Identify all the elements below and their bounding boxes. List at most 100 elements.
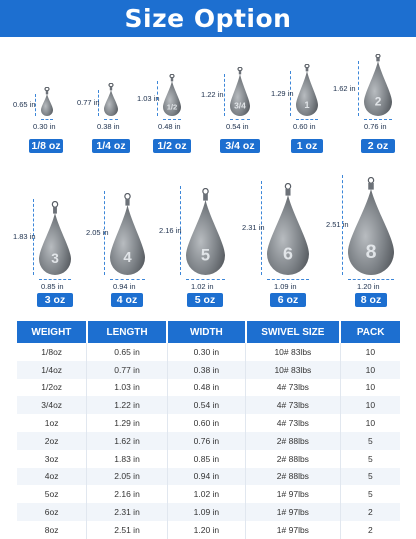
table-cell: 4# 73lbs (245, 414, 341, 432)
width-dimension-line (267, 279, 309, 280)
height-dimension-line (358, 61, 359, 116)
weight-tag: 1/8 oz (29, 139, 63, 153)
width-dimension-line (163, 119, 181, 120)
width-label: 0.54 in (226, 122, 249, 131)
table-cell: 1.02 in (167, 485, 247, 504)
height-label: 2.05 in (86, 228, 109, 237)
table-cell: 1.20 in (167, 520, 247, 539)
width-label: 1.02 in (191, 282, 214, 291)
height-label: 0.65 in (13, 100, 36, 109)
svg-text:2: 2 (375, 95, 382, 109)
table-cell: 2# 88lbs (245, 467, 341, 486)
height-dimension-line (179, 186, 181, 275)
weight-tag: 6 oz (270, 293, 306, 307)
table-cell: 0.38 in (167, 360, 247, 379)
table-cell: 6oz (17, 503, 88, 521)
width-dimension-line (230, 119, 250, 120)
weight-tag: 3 oz (37, 293, 73, 307)
height-label: 1.83 in (13, 232, 36, 241)
table-cell: 0.54 in (167, 396, 247, 415)
sinker-image (39, 86, 55, 121)
weight-tag: 4 oz (111, 293, 143, 307)
width-label: 0.60 in (293, 122, 316, 131)
weight-tag: 3/4 oz (220, 139, 260, 153)
width-label: 0.76 in (364, 122, 387, 131)
table-cell: 2.31 in (86, 503, 168, 521)
table-row: 1/2oz 1.03 in 0.48 in 4# 73lbs 10 (17, 378, 400, 397)
height-dimension-line (261, 181, 262, 275)
spec-table: WEIGHT LENGTH WIDTH SWIVEL SIZE PACK 1/8oz 0.… (17, 321, 400, 539)
svg-text:5: 5 (200, 245, 209, 264)
height-label: 2.31 in (242, 223, 265, 232)
height-dimension-line (35, 94, 36, 116)
table-cell: 1/4oz (17, 360, 88, 379)
svg-text:3: 3 (51, 251, 59, 266)
table-cell: 1.09 in (167, 503, 247, 521)
height-label: 1.22 in (201, 90, 224, 99)
height-dimension-line (224, 74, 225, 116)
width-dimension-line (104, 119, 118, 120)
svg-text:8: 8 (366, 241, 377, 263)
column-header-width: WIDTH (167, 321, 247, 343)
sinker-image (102, 82, 120, 121)
table-cell: 2 (340, 503, 400, 521)
table-cell: 5 (340, 467, 400, 486)
sinker-image: 1/2 (161, 73, 183, 121)
table-cell: 0.60 in (167, 414, 247, 432)
table-cell: 2# 88lbs (245, 431, 341, 450)
table-cell: 0.76 in (167, 431, 247, 450)
table-cell: 5oz (17, 485, 88, 504)
weight-tag: 2 oz (361, 139, 395, 153)
svg-text:1: 1 (304, 100, 309, 110)
table-cell: 5 (368, 489, 373, 500)
weight-tag: 1/4 oz (92, 139, 130, 153)
weight-tag: 5 oz (187, 293, 223, 307)
table-row: 8oz 2.51 in 1.20 in 1# 97lbs 2 (17, 520, 400, 539)
table-cell: 10 (365, 346, 376, 357)
column-header-length: LENGTH (86, 321, 169, 343)
table-cell: 0.77 in (86, 360, 168, 379)
sinker-image: 3/4 (228, 66, 252, 121)
height-dimension-line (103, 191, 105, 275)
table-cell: 1.03 in (86, 378, 168, 397)
height-dimension-line (342, 175, 343, 275)
table-cell: 10 (340, 396, 400, 415)
table-cell: 8oz (17, 520, 88, 539)
svg-text:4: 4 (123, 250, 132, 266)
sinker-image: 1 (294, 63, 320, 121)
width-dimension-line (185, 279, 225, 280)
table-cell: 1.29 in (86, 414, 168, 432)
sinker-image: 3 (37, 200, 73, 280)
width-label: 0.38 in (97, 122, 120, 131)
table-cell: 2.51 in (86, 520, 168, 539)
svg-text:3/4: 3/4 (234, 101, 246, 111)
width-label: 0.94 in (113, 282, 136, 291)
sinker-image: 5 (184, 187, 227, 280)
width-label: 0.48 in (158, 122, 181, 131)
svg-text:6: 6 (283, 243, 293, 263)
width-dimension-line (296, 119, 318, 120)
table-cell: 4oz (17, 467, 88, 486)
page-title: Size Option (0, 0, 416, 37)
table-cell: 5 (368, 453, 373, 464)
table-cell: 2# 88lbs (245, 449, 341, 468)
table-cell: 1.83 in (86, 449, 168, 468)
height-label: 1.29 in (271, 88, 294, 98)
table-cell: 1# 97lbs (245, 520, 341, 539)
table-cell: 0.30 in (167, 343, 247, 361)
table-cell: 3oz (17, 449, 88, 468)
table-row: 6oz 2.31 in 1.09 in 1# 97lbs 2 (17, 503, 400, 521)
table-cell: 2 (368, 524, 373, 535)
table-cell: 1.62 in (86, 431, 168, 450)
table-cell: 0.65 in (86, 343, 168, 361)
weight-tag: 1/2 oz (153, 139, 191, 153)
column-header-weight: WEIGHT (17, 321, 88, 343)
width-dimension-line (109, 279, 145, 280)
table-cell: 0.85 in (167, 449, 247, 468)
height-label: 2.51 in (326, 220, 349, 229)
table-row: 3/4oz 1.22 in 0.54 in 4# 73lbs 10 (17, 396, 400, 415)
table-cell: 1/8oz (17, 343, 88, 361)
table-cell: 1oz (17, 414, 88, 432)
weight-tag: 8 oz (355, 293, 387, 307)
width-label: 1.20 in (357, 282, 380, 291)
